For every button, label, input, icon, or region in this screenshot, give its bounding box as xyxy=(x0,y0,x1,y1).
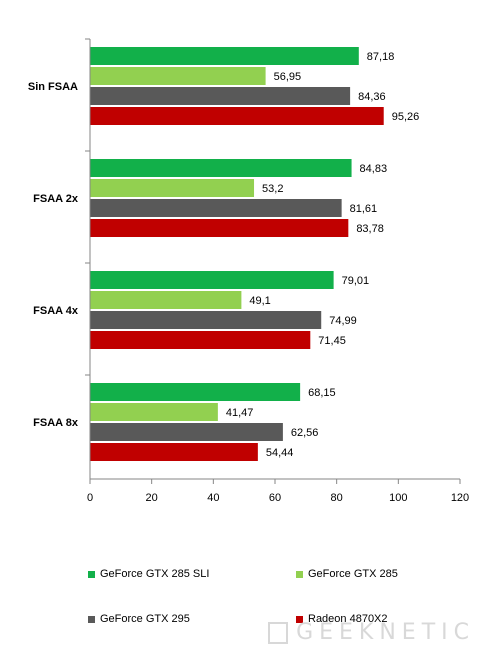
value-label-fsaa-4x-radeon-4870x2: 71,45 xyxy=(318,335,346,347)
watermark-logo-icon xyxy=(268,621,289,644)
category-label-fsaa-8x: FSAA 8x xyxy=(33,417,79,429)
value-labels-group: 87,18 56,95 84,36 95,26 84,83 53,2 81,61 83,78 7… xyxy=(226,51,419,459)
value-label-fsaa-2x-geforce-gtx-285: 53,2 xyxy=(262,183,283,195)
bar-fsaa-4x-radeon-4870x2 xyxy=(90,331,311,349)
value-label-sin-fsaa-geforce-gtx-285: 56,95 xyxy=(274,71,302,83)
bar-sin-fsaa-geforce-gtx-285 xyxy=(90,67,266,85)
value-label-fsaa-8x-geforce-gtx-295: 62,56 xyxy=(291,427,319,439)
x-tick-label-80: 80 xyxy=(331,492,343,504)
x-tick-label-60: 60 xyxy=(269,492,281,504)
value-label-fsaa-4x-geforce-gtx-285-sli: 79,01 xyxy=(342,275,370,287)
bar-fsaa-4x-geforce-gtx-285-sli xyxy=(90,271,334,289)
bar-fsaa-8x-radeon-4870x2 xyxy=(90,443,258,461)
x-tick-label-40: 40 xyxy=(207,492,219,504)
x-tick-label-120: 120 xyxy=(451,492,469,504)
value-label-fsaa-8x-geforce-gtx-285: 41,47 xyxy=(226,407,254,419)
value-label-fsaa-8x-radeon-4870x2: 54,44 xyxy=(266,447,294,459)
bar-fsaa-8x-geforce-gtx-285-sli xyxy=(90,383,301,401)
bar-fsaa-2x-radeon-4870x2 xyxy=(90,219,349,237)
bar-sin-fsaa-radeon-4870x2 xyxy=(90,107,384,125)
value-label-fsaa-4x-geforce-gtx-285: 49,1 xyxy=(249,295,270,307)
category-label-fsaa-4x: FSAA 4x xyxy=(33,305,79,317)
bar-sin-fsaa-geforce-gtx-295 xyxy=(90,87,351,105)
value-label-fsaa-2x-radeon-4870x2: 83,78 xyxy=(356,223,384,235)
category-label-sin-fsaa: Sin FSAA xyxy=(28,81,78,93)
bar-fsaa-2x-geforce-gtx-285 xyxy=(90,179,255,197)
value-label-fsaa-2x-geforce-gtx-285-sli: 84,83 xyxy=(360,163,388,175)
x-tick-label-20: 20 xyxy=(146,492,158,504)
value-label-fsaa-2x-geforce-gtx-295: 81,61 xyxy=(350,203,378,215)
bar-fsaa-2x-geforce-gtx-295 xyxy=(90,199,342,217)
bar-fsaa-4x-geforce-gtx-295 xyxy=(90,311,322,329)
bar-sin-fsaa-geforce-gtx-285-sli xyxy=(90,47,359,65)
bars-group xyxy=(90,47,384,461)
value-label-sin-fsaa-geforce-gtx-285-sli: 87,18 xyxy=(367,51,395,63)
bar-fsaa-8x-geforce-gtx-295 xyxy=(90,423,283,441)
bar-fsaa-2x-geforce-gtx-285-sli xyxy=(90,159,352,177)
bar-fsaa-8x-geforce-gtx-285 xyxy=(90,403,218,421)
x-tick-label-0: 0 xyxy=(87,492,93,504)
value-label-sin-fsaa-radeon-4870x2: 95,26 xyxy=(392,111,420,123)
x-axis: 0 20 40 60 80 100 120 xyxy=(85,38,469,504)
watermark: GEEKNETIC xyxy=(268,620,475,645)
watermark-text: GEEKNETIC xyxy=(296,620,475,645)
value-label-fsaa-4x-geforce-gtx-295: 74,99 xyxy=(329,315,357,327)
value-label-sin-fsaa-geforce-gtx-295: 84,36 xyxy=(358,91,386,103)
x-tick-label-100: 100 xyxy=(389,492,407,504)
category-labels-group: Sin FSAA FSAA 2x FSAA 4x FSAA 8x xyxy=(28,81,79,429)
bar-fsaa-4x-geforce-gtx-285 xyxy=(90,291,242,309)
category-label-fsaa-2x: FSAA 2x xyxy=(33,193,79,205)
value-label-fsaa-8x-geforce-gtx-285-sli: 68,15 xyxy=(308,387,336,399)
